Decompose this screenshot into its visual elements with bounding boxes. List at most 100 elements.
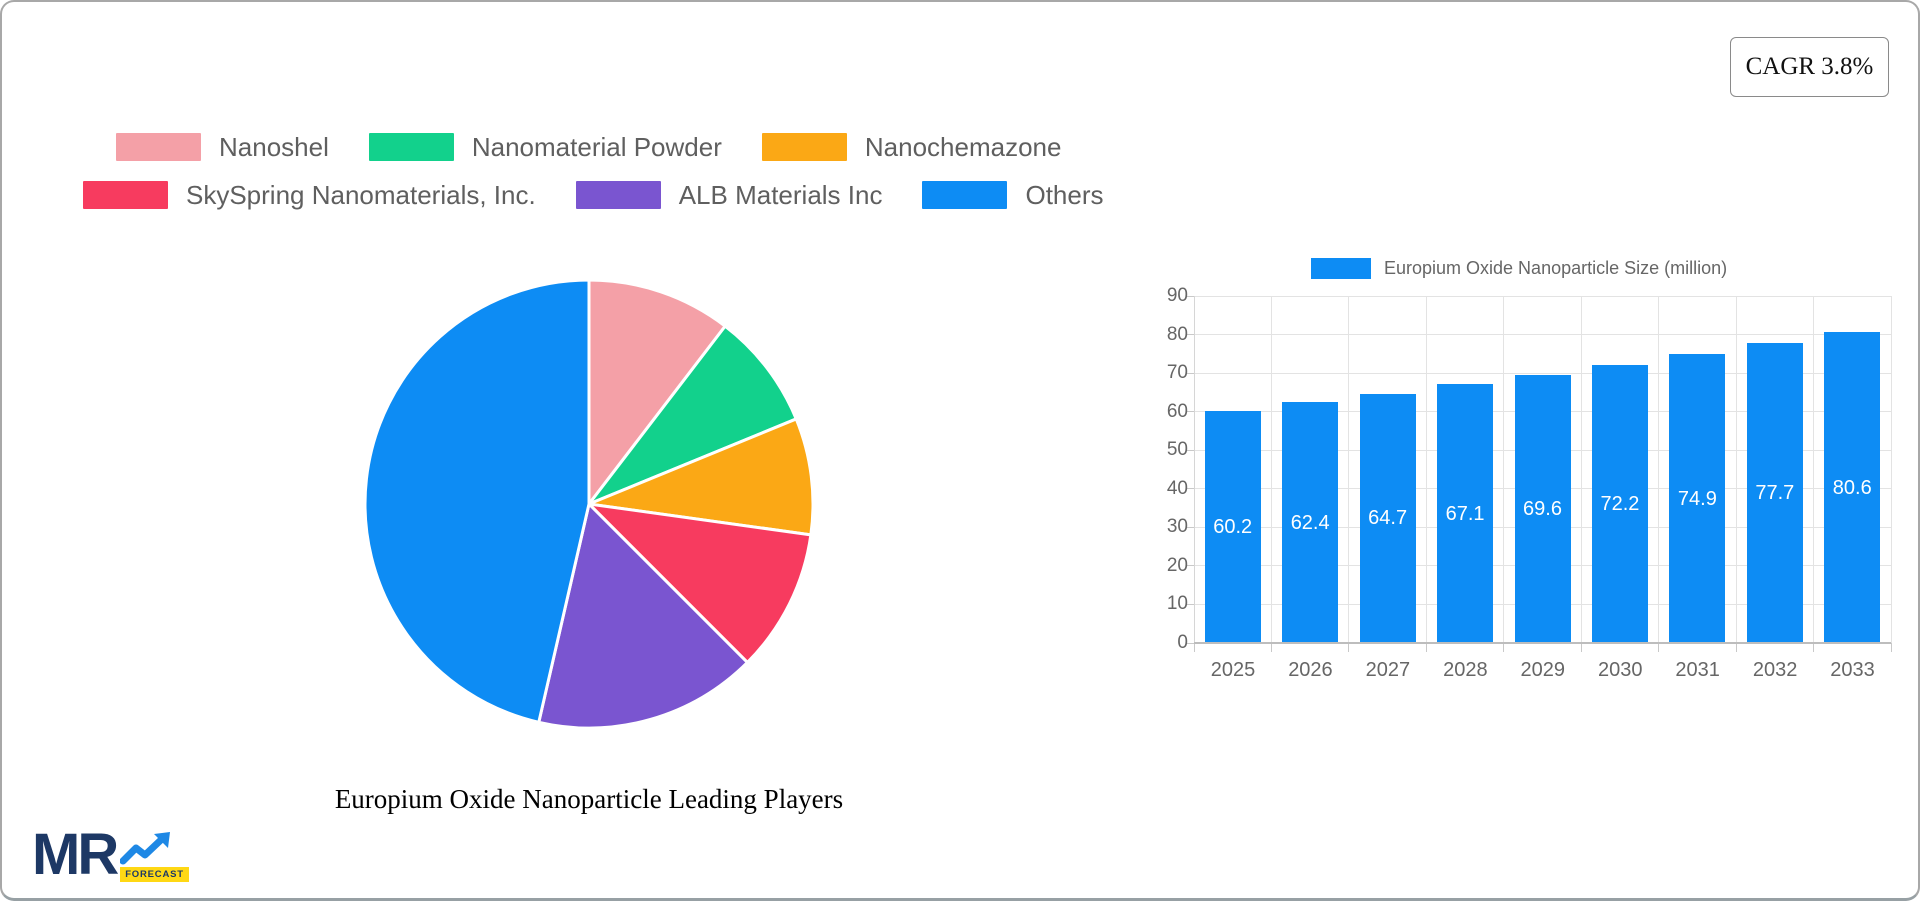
legend-item-label: ALB Materials Inc (678, 179, 883, 210)
x-axis-label: 2026 (1288, 659, 1333, 681)
x-axis-tick (1813, 643, 1815, 652)
bar-value-label: 67.1 (1445, 502, 1485, 525)
x-axis-label: 2027 (1365, 659, 1411, 681)
legend-swatch-icon (116, 133, 201, 161)
logo-brand-text: MR (32, 822, 119, 887)
legend-swatch-icon (922, 181, 1008, 209)
gridline (1270, 296, 1272, 643)
bar-2032: 77.7 (1746, 343, 1803, 643)
gridline (1658, 296, 1660, 643)
gridline (1813, 296, 1815, 643)
bar-value-label: 64.7 (1368, 507, 1408, 530)
x-axis-label: 2032 (1752, 659, 1798, 681)
bar-value-label: 80.6 (1832, 476, 1872, 499)
bar-chart-legend[interactable]: Europium Oxide Nanoparticle Size (millio… (1311, 258, 1727, 279)
y-axis-line (1194, 296, 1195, 643)
x-axis-tick (1580, 643, 1582, 652)
gridline (1194, 334, 1891, 336)
bar-value-label: 62.4 (1290, 511, 1330, 534)
x-axis-tick (1503, 643, 1505, 652)
y-axis-label: 50 (1166, 439, 1188, 461)
y-axis-tick (1187, 411, 1194, 413)
x-axis-tick (1425, 643, 1427, 652)
y-axis-label: 30 (1166, 516, 1188, 538)
x-axis-label: 2029 (1520, 659, 1566, 681)
bar-2025: 60.2 (1204, 410, 1261, 643)
gridline (1425, 296, 1427, 643)
x-axis-tick (1735, 643, 1737, 652)
gridline (1735, 296, 1737, 643)
bar-2029: 69.6 (1514, 374, 1571, 643)
x-axis-tick (1193, 643, 1195, 652)
x-axis-tick (1658, 643, 1660, 652)
y-axis-tick (1187, 449, 1194, 451)
x-axis-label: 2030 (1597, 659, 1643, 681)
pie-legend-row-1: Nanoshel Nanomaterial Powder Nanochemazone (116, 132, 1061, 162)
bar-2031: 74.9 (1669, 354, 1726, 643)
legend-item-label: Nanoshel (219, 131, 329, 162)
bar-2027: 64.7 (1359, 393, 1416, 643)
legend-item-nanochemazone[interactable]: Nanochemazone (761, 131, 1062, 163)
y-axis-label: 70 (1166, 362, 1188, 384)
legend-item-label: SkySpring Nanomaterials, Inc. (186, 179, 536, 210)
y-axis-label: 40 (1166, 477, 1188, 499)
y-axis-label: 90 (1166, 285, 1188, 306)
legend-swatch-icon (83, 181, 168, 209)
legend-item-alb-materials-inc[interactable]: ALB Materials Inc (575, 179, 883, 211)
x-axis-label: 2033 (1830, 659, 1875, 681)
x-axis-line (1194, 642, 1891, 644)
bar-2030: 72.2 (1591, 364, 1648, 643)
gridline (1194, 372, 1891, 374)
gridline (1348, 296, 1350, 643)
pie-chart-title: Europium Oxide Nanoparticle Leading Play… (334, 784, 844, 814)
gridline (1580, 296, 1582, 643)
legend-item-skyspring-nanomaterials-inc[interactable]: SkySpring Nanomaterials, Inc. (83, 180, 536, 211)
y-axis-label: 60 (1166, 400, 1188, 422)
pie-slice-others (363, 278, 591, 724)
mr-forecast-logo: MR FORECAST (32, 822, 189, 887)
legend-item-nanomaterial-powder[interactable]: Nanomaterial Powder (368, 131, 722, 163)
x-axis-label: 2028 (1443, 659, 1488, 681)
y-axis-tick (1187, 295, 1194, 297)
bar-2026: 62.4 (1282, 402, 1339, 643)
y-axis-label: 10 (1166, 593, 1188, 615)
y-axis-tick (1187, 372, 1194, 374)
gridline (1194, 295, 1891, 297)
x-axis-tick (1348, 643, 1350, 652)
pie-chart (363, 278, 815, 730)
legend-item-label: Nanochemazone (864, 131, 1062, 162)
x-axis-label: 2025 (1210, 659, 1256, 681)
legend-swatch-icon (761, 133, 847, 161)
pie-legend-row-2: SkySpring Nanomaterials, Inc. ALB Materia… (83, 180, 1104, 210)
trend-arrow-icon (120, 832, 171, 865)
y-axis-label: 80 (1166, 323, 1188, 345)
x-axis-tick (1890, 643, 1892, 652)
bar-2028: 67.1 (1437, 384, 1494, 643)
x-axis-label: 2031 (1675, 659, 1720, 681)
cagr-badge-label: CAGR 3.8% (1745, 53, 1874, 80)
y-axis-tick (1187, 603, 1194, 605)
bar-legend-swatch-icon (1311, 258, 1371, 279)
legend-swatch-icon (368, 133, 454, 161)
bar-value-label: 77.7 (1755, 482, 1795, 505)
pie-slice-alb-materials-inc (537, 502, 749, 730)
y-axis-tick (1187, 642, 1194, 644)
bar-legend-label: Europium Oxide Nanoparticle Size (millio… (1384, 258, 1728, 278)
bar-value-label: 74.9 (1677, 487, 1717, 510)
pie-slice-nanochemazone (587, 417, 815, 537)
legend-item-others[interactable]: Others (922, 180, 1104, 211)
x-axis-tick (1270, 643, 1272, 652)
pie-slice-nanoshel (587, 278, 727, 506)
bar-value-label: 72.2 (1600, 492, 1640, 515)
legend-item-nanoshel[interactable]: Nanoshel (116, 132, 329, 163)
y-axis-label: 20 (1166, 554, 1188, 576)
y-axis-tick (1187, 526, 1194, 528)
bar-value-label: 69.6 (1523, 497, 1562, 520)
pie-slice-nanomaterial-powder (587, 324, 798, 506)
cagr-badge: CAGR 3.8% (1730, 37, 1889, 97)
legend-item-label: Nanomaterial Powder (471, 131, 722, 162)
legend-swatch-icon (575, 181, 661, 209)
gridline (1503, 296, 1505, 643)
y-axis-tick (1187, 565, 1194, 567)
